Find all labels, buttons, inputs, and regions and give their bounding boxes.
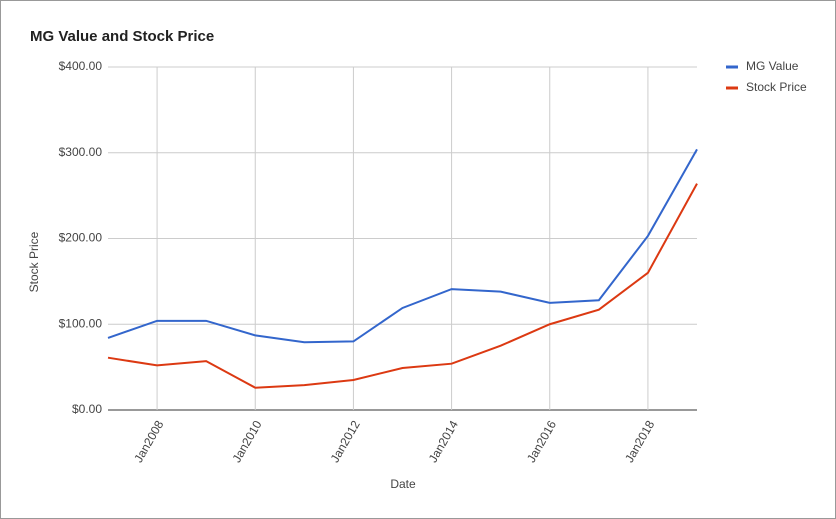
y-axis-label: Stock Price — [27, 231, 41, 292]
y-tick-label: $100.00 — [59, 316, 103, 330]
legend-label: Stock Price — [746, 80, 807, 94]
series-line — [107, 148, 698, 344]
y-tick-label: $200.00 — [59, 231, 103, 245]
y-tick-label: $0.00 — [72, 402, 102, 416]
y-tick-label: $400.00 — [59, 59, 103, 73]
y-tick-label: $300.00 — [59, 145, 103, 159]
x-axis-label: Date — [390, 477, 416, 491]
series-line — [107, 183, 698, 389]
legend-label: MG Value — [746, 59, 799, 73]
chart-title: MG Value and Stock Price — [30, 28, 214, 45]
